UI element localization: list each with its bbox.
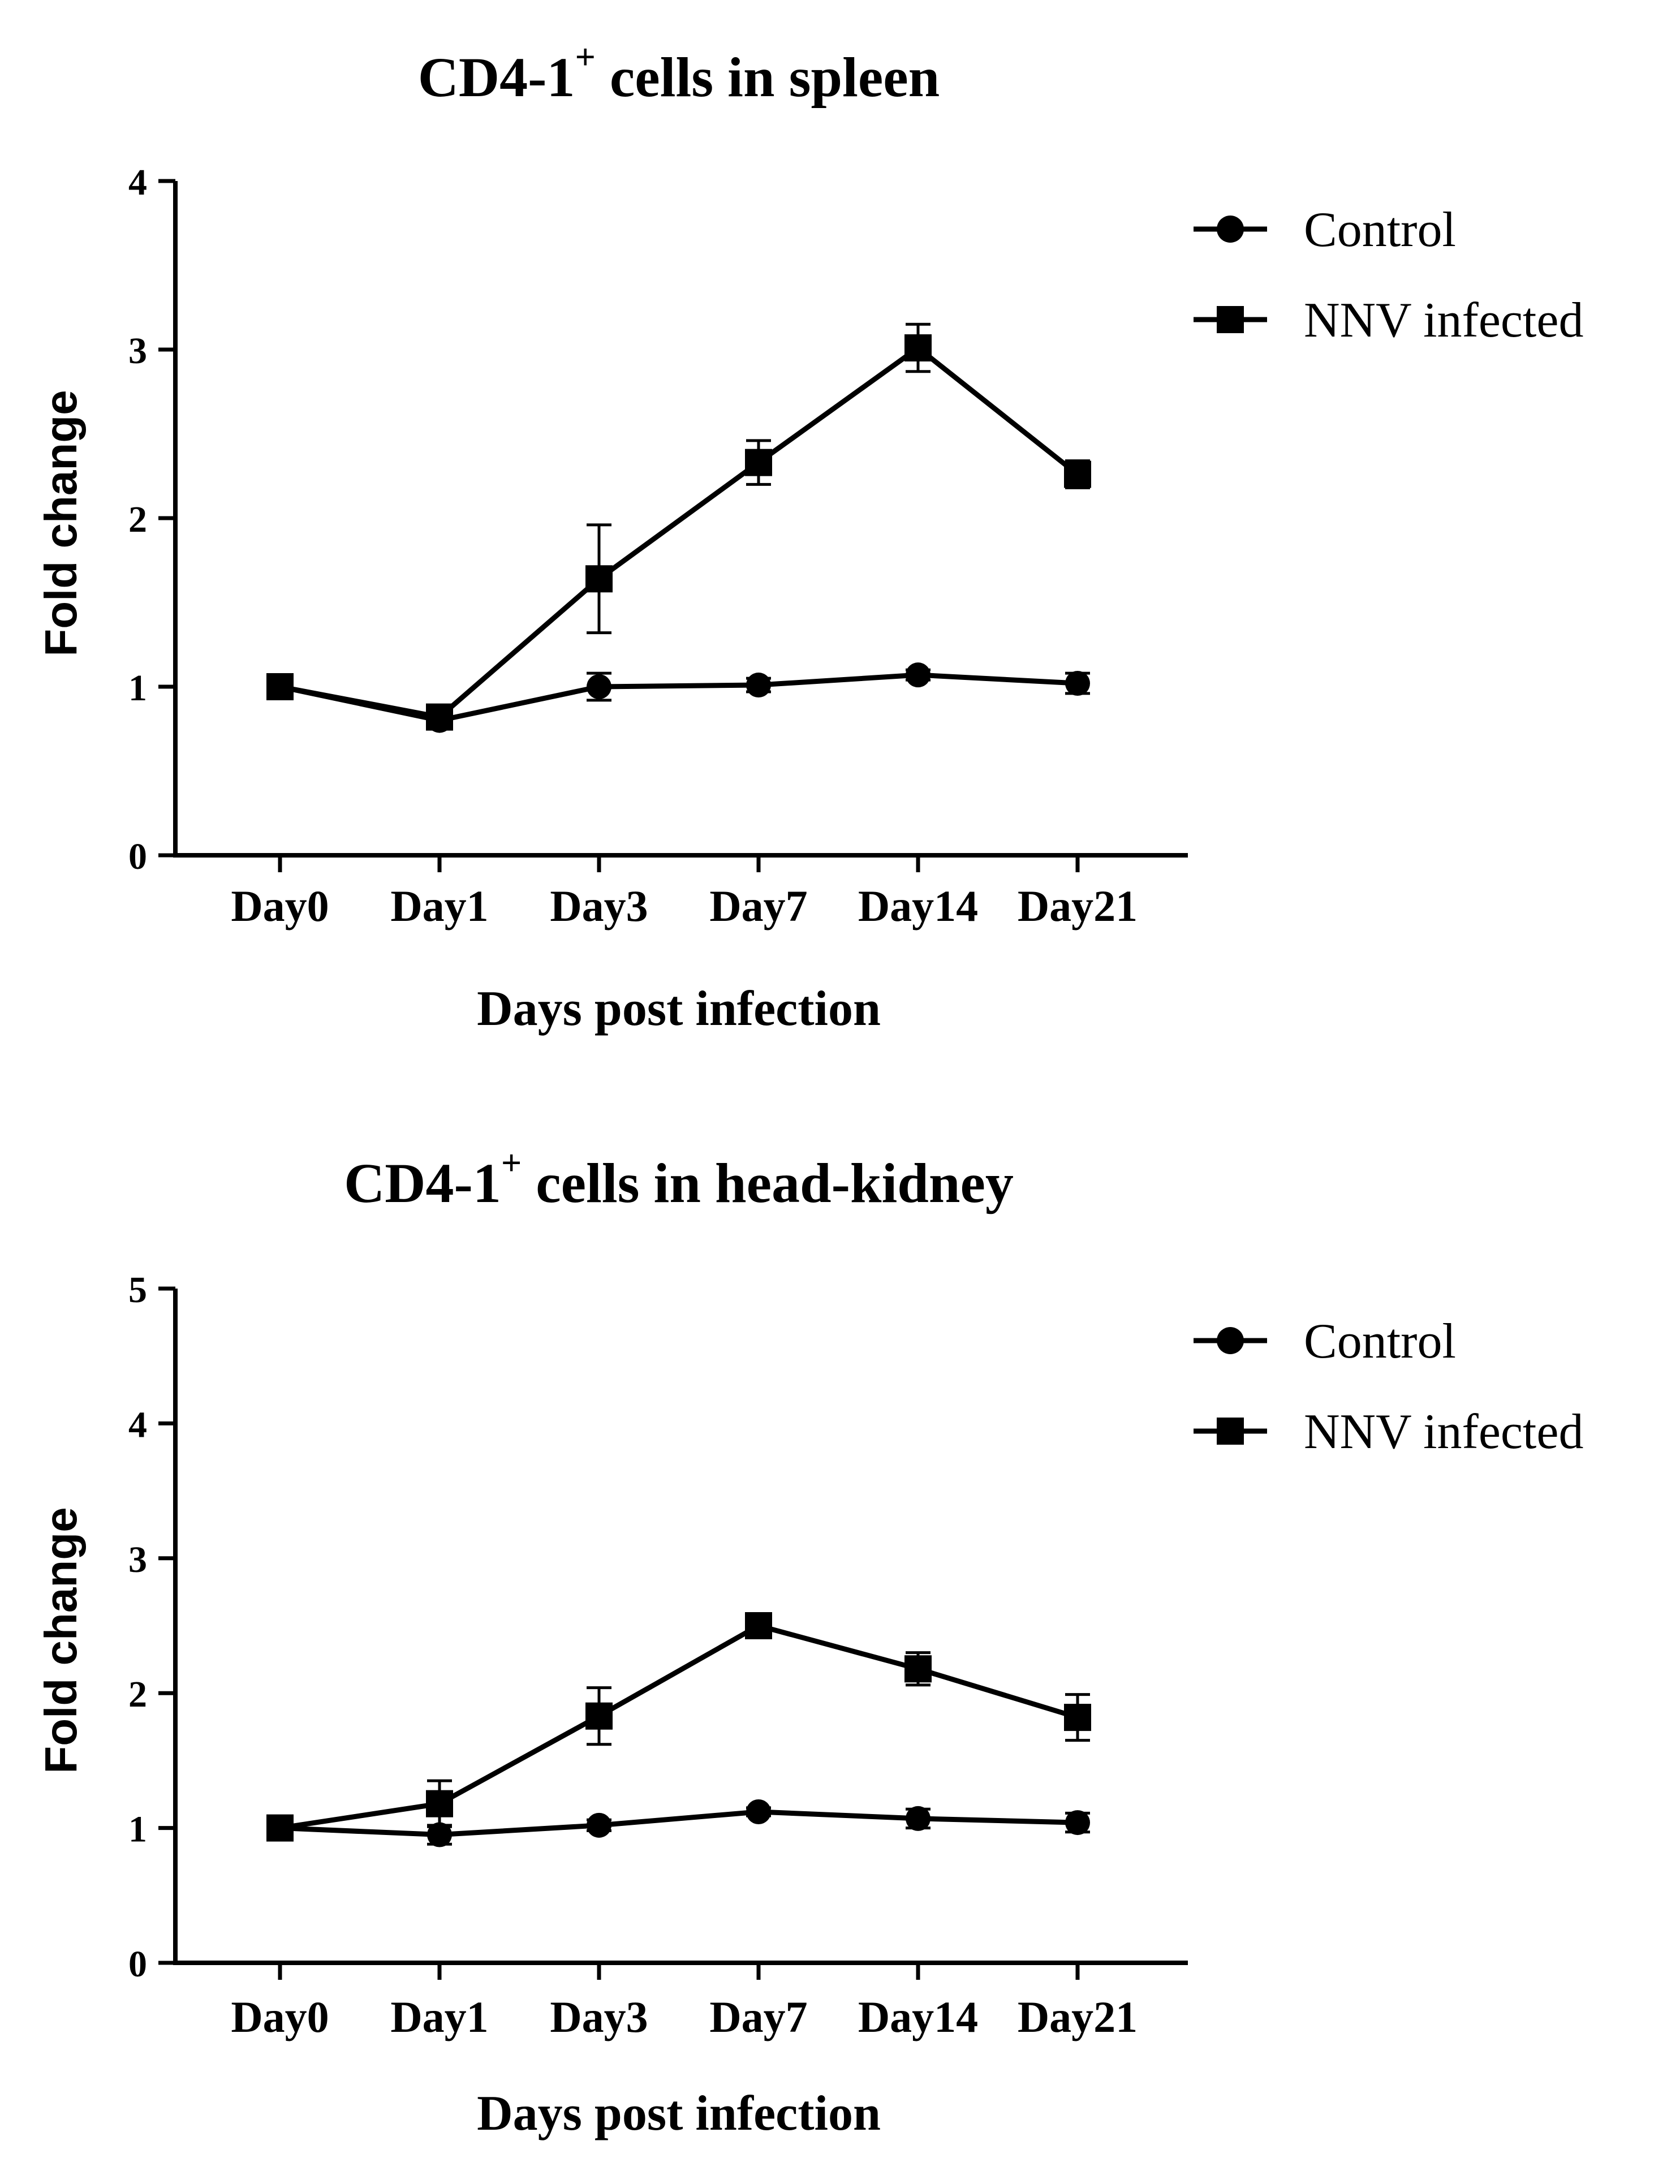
- x-tick-label: Day14: [858, 1992, 978, 2041]
- legend: Control NNV infected: [1194, 1314, 1583, 1459]
- legend-marker-circle: [1217, 216, 1244, 243]
- data-point-nnv-infected: [585, 1702, 613, 1730]
- chart-head-kidney: CD4-1+ cells in head-kidney Days post in…: [36, 1143, 1583, 2141]
- legend-item-control: Control: [1194, 203, 1456, 257]
- data-point-nnv-infected: [904, 1655, 932, 1683]
- data-point-nnv-infected: [904, 334, 932, 362]
- x-tick-label: Day21: [1018, 881, 1138, 931]
- x-tick-label: Day3: [550, 1992, 648, 2041]
- y-tick-label: 1: [128, 667, 147, 709]
- y-tick-label: 4: [128, 1404, 147, 1445]
- data-point-control: [906, 1806, 931, 1831]
- legend-label-nnv-infected: NNV infected: [1304, 293, 1583, 348]
- chart-title: CD4-1+ cells in spleen: [418, 37, 940, 109]
- series-line-control: [279, 672, 1078, 723]
- data-point-control: [746, 1799, 771, 1824]
- x-tick-label: Day7: [709, 1992, 807, 2041]
- data-point-control: [587, 674, 611, 699]
- y-axis-label: Fold change: [36, 390, 86, 656]
- data-point-nnv-infected: [745, 449, 772, 476]
- data-point-control: [268, 1815, 292, 1841]
- x-axis-label: Days post infection: [477, 981, 881, 1036]
- y-tick-label: 2: [128, 499, 147, 540]
- x-tick-label: Day3: [550, 881, 648, 931]
- y-tick-label: 4: [128, 162, 147, 203]
- data-point-control: [587, 1812, 611, 1838]
- legend-marker-square: [1217, 306, 1244, 333]
- legend-label-control: Control: [1304, 1314, 1456, 1369]
- data-point-control: [268, 674, 292, 699]
- y-tick-label: 3: [128, 330, 147, 372]
- x-tick-label: Day21: [1018, 1992, 1138, 2041]
- x-tick-label: Day1: [390, 881, 488, 931]
- legend-label-nnv-infected: NNV infected: [1304, 1405, 1583, 1459]
- series-line-control: [279, 1809, 1078, 1838]
- data-point-control: [1065, 671, 1090, 696]
- y-tick-label: 3: [128, 1539, 147, 1580]
- x-tick-label: Day0: [231, 1992, 329, 2041]
- y-tick-label: 2: [128, 1674, 147, 1715]
- chart-title: CD4-1+ cells in head-kidney: [344, 1143, 1014, 1214]
- data-point-control: [1065, 1810, 1090, 1836]
- data-point-control: [906, 662, 931, 688]
- series-line-nnv-infected: [279, 1623, 1079, 1831]
- x-tick-label: Day1: [390, 1992, 488, 2041]
- y-tick-label: 0: [128, 836, 147, 877]
- data-point-nnv-infected: [745, 1612, 772, 1639]
- legend-item-nnv-infected: NNV infected: [1194, 293, 1583, 348]
- x-tick-label: Day7: [709, 881, 807, 931]
- x-tick-label: Day0: [231, 881, 329, 931]
- chart-spleen: CD4-1+ cells in spleen Days post infecti…: [36, 37, 1583, 1036]
- legend-marker-circle: [1217, 1327, 1244, 1354]
- x-tick-label: Day14: [858, 881, 978, 931]
- data-point-control: [427, 1822, 452, 1847]
- legend-item-control: Control: [1194, 1314, 1456, 1369]
- legend: Control NNV infected: [1194, 203, 1583, 348]
- legend-item-nnv-infected: NNV infected: [1194, 1405, 1583, 1459]
- data-point-nnv-infected: [1064, 460, 1091, 488]
- data-point-nnv-infected: [426, 1790, 453, 1817]
- data-point-control: [427, 708, 452, 733]
- series-line-nnv-infected: [279, 345, 1079, 720]
- data-point-nnv-infected: [585, 565, 613, 593]
- legend-marker-square: [1217, 1418, 1244, 1445]
- y-axis-label: Fold change: [36, 1507, 86, 1773]
- x-axis-label: Days post infection: [477, 2086, 881, 2141]
- data-point-nnv-infected: [1064, 1704, 1091, 1731]
- y-tick-label: 0: [128, 1944, 147, 1985]
- y-tick-label: 5: [128, 1269, 147, 1311]
- y-tick-label: 1: [128, 1809, 147, 1850]
- data-point-control: [746, 673, 771, 698]
- legend-label-control: Control: [1304, 203, 1456, 257]
